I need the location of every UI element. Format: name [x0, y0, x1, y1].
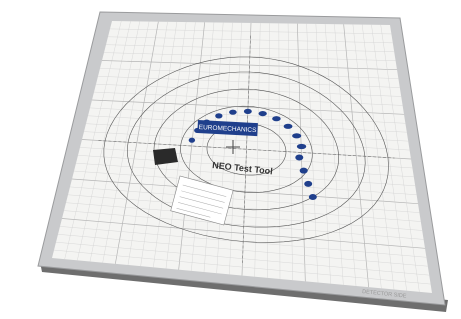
- dot: [259, 111, 267, 116]
- dot: [309, 194, 317, 200]
- dot: [300, 168, 308, 174]
- dot: [244, 109, 252, 114]
- dot: [292, 133, 301, 138]
- dark-block: [153, 148, 178, 165]
- dot: [284, 124, 293, 129]
- photo: EUROMECHANICS NEO Test Tool DETECTOR SID…: [0, 0, 461, 319]
- dot: [295, 155, 303, 161]
- dot: [272, 116, 281, 121]
- page: EUROMECHANICS NEO Test Tool DETECTOR SID…: [0, 0, 461, 319]
- dot: [297, 144, 306, 149]
- dot: [229, 110, 237, 115]
- dot: [215, 113, 222, 118]
- dot: [304, 181, 312, 187]
- dot: [189, 138, 195, 143]
